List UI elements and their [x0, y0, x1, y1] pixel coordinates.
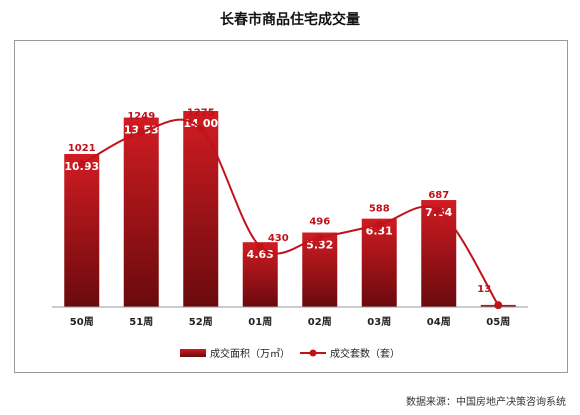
line-point	[77, 160, 86, 169]
line-value-label: 1249	[127, 111, 155, 122]
line-point	[434, 206, 443, 215]
bar-02周	[302, 232, 338, 307]
x-tick-label: 01周	[248, 316, 272, 328]
line-point	[315, 233, 324, 242]
bar-value-label: 14.00	[183, 117, 218, 130]
legend-line-marker	[309, 349, 317, 357]
bar-03周	[361, 218, 397, 307]
x-tick-label: 05周	[486, 316, 510, 328]
line-point	[494, 301, 503, 310]
x-tick-label: 02周	[308, 316, 332, 328]
bar-04周	[421, 200, 457, 307]
x-tick-label: 04周	[427, 316, 451, 328]
bar-value-label: 5.32	[306, 239, 333, 252]
legend-bar-swatch	[180, 349, 206, 357]
bar-52周	[183, 111, 219, 307]
line-value-label: 13	[477, 284, 491, 295]
legend-line-label: 成交套数（套）	[330, 347, 400, 360]
x-tick-label: 03周	[367, 316, 391, 328]
line-value-label: 430	[268, 233, 289, 244]
line-point	[196, 124, 205, 133]
bar-value-label: 6.31	[366, 225, 393, 238]
line-value-label: 496	[309, 217, 330, 228]
line-value-label: 1021	[68, 143, 96, 154]
line-point	[375, 220, 384, 229]
line-point	[137, 128, 146, 137]
line-value-label: 1275	[187, 108, 215, 119]
chart-title: 长春市商品住宅成交量	[220, 12, 360, 28]
x-tick-label: 51周	[129, 316, 153, 328]
bar-50周	[64, 153, 100, 307]
line-value-label: 687	[428, 190, 449, 201]
line-value-label: 588	[369, 204, 390, 215]
bar-51周	[123, 117, 159, 307]
line-point	[256, 242, 265, 251]
chart-frame	[14, 40, 568, 373]
chart-legend: 成交面积（万㎡） 成交套数（套）	[180, 347, 400, 360]
legend-bar-label: 成交面积（万㎡）	[210, 347, 290, 360]
x-tick-label: 50周	[70, 316, 94, 328]
data-source-note: 数据来源：中国房地产决策咨询系统	[406, 397, 566, 408]
x-tick-label: 52周	[189, 316, 213, 328]
